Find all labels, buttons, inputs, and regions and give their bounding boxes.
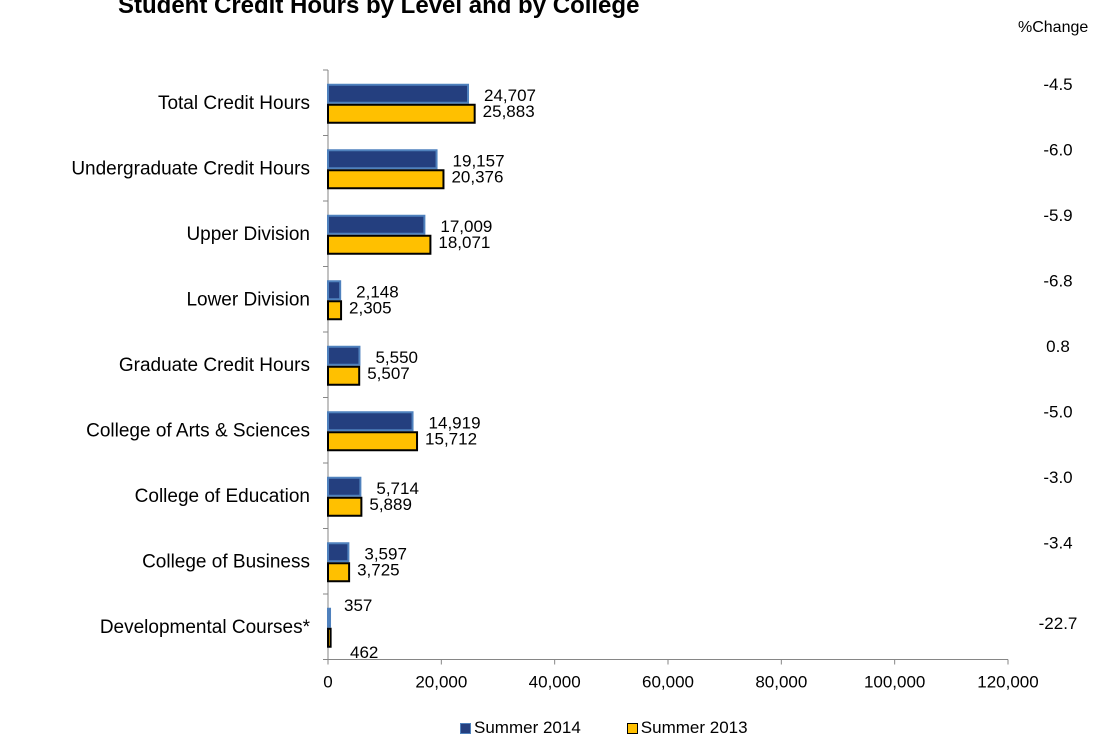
bar-summer-2014 — [327, 83, 470, 104]
data-label-summer-2014: 5,550 — [375, 348, 418, 367]
x-tick-label: 20,000 — [415, 673, 467, 692]
category-label: College of Arts & Sciences — [86, 420, 310, 441]
data-label-summer-2014: 17,009 — [440, 217, 492, 236]
bar-summer-2014 — [327, 214, 426, 235]
x-tick-label: 100,000 — [864, 673, 925, 692]
bar-summer-2013 — [327, 169, 445, 190]
data-label-summer-2013: 5,889 — [369, 495, 412, 514]
x-tick-label: 40,000 — [529, 673, 581, 692]
bar-summer-2014 — [327, 280, 342, 301]
data-label-summer-2014: 14,919 — [429, 413, 481, 432]
bar-summer-2013 — [327, 103, 476, 124]
data-label-summer-2014: 357 — [344, 596, 372, 615]
bar-summer-2013 — [327, 234, 432, 255]
legend-label-summer-2013: Summer 2013 — [640, 718, 748, 737]
legend-swatch-summer-2014 — [460, 722, 471, 734]
pct-change-value: -5.0 — [1043, 402, 1072, 421]
pct-change-value: -5.9 — [1043, 206, 1072, 225]
x-tick-label: 80,000 — [755, 673, 807, 692]
legend-swatch-summer-2013 — [626, 722, 638, 734]
x-tick-label: 60,000 — [642, 673, 694, 692]
data-label-summer-2013: 462 — [350, 643, 378, 662]
category-label: Lower Division — [186, 289, 310, 310]
data-label-summer-2013: 25,883 — [483, 102, 535, 121]
data-label-summer-2013: 18,071 — [438, 233, 490, 252]
legend-item-summer-2014: Summer 2014 — [460, 718, 581, 738]
x-tick-label: 120,000 — [977, 673, 1038, 692]
pct-change-value: -22.7 — [1039, 614, 1078, 633]
legend-item-summer-2013: Summer 2013 — [626, 718, 748, 738]
chart-title: Student Credit Hours by Level and by Col… — [118, 0, 640, 19]
bar-summer-2013 — [327, 300, 343, 321]
bar-summer-2014 — [327, 542, 350, 563]
legend: Summer 2014 Summer 2013 — [460, 718, 794, 738]
bar-summer-2013 — [327, 627, 332, 648]
bar-chart: 0 20,000 40,000 60,000 80,000 100,000 120,000 T… — [71, 69, 1078, 692]
legend-label-summer-2014: Summer 2014 — [474, 718, 581, 737]
bar-summer-2014 — [327, 345, 361, 366]
pct-change-value: -6.0 — [1043, 140, 1072, 159]
data-label-summer-2014: 5,714 — [376, 479, 419, 498]
bar-summer-2014 — [327, 607, 332, 628]
category-label: Developmental Courses* — [100, 617, 311, 638]
pct-change-value: -6.8 — [1043, 271, 1072, 290]
data-label-summer-2013: 5,507 — [367, 364, 410, 383]
bar-summer-2013 — [327, 365, 361, 386]
pct-change-value: 0.8 — [1046, 337, 1070, 356]
x-tick-label: 0 — [323, 673, 332, 692]
category-label: Upper Division — [186, 224, 310, 245]
category-label: College of Education — [135, 486, 310, 507]
category-label: Graduate Credit Hours — [119, 355, 310, 376]
data-label-summer-2014: 2,148 — [356, 282, 399, 301]
bar-summer-2014 — [327, 411, 414, 432]
pct-change-value: -4.5 — [1043, 75, 1072, 94]
category-label: Undergraduate Credit Hours — [71, 158, 310, 179]
pct-change-value: -3.4 — [1043, 533, 1072, 552]
bar-summer-2014 — [327, 149, 438, 170]
data-label-summer-2013: 15,712 — [425, 429, 477, 448]
data-label-summer-2014: 3,597 — [364, 544, 407, 563]
category-label: Total Credit Hours — [158, 93, 310, 114]
bar-summer-2013 — [327, 562, 351, 583]
data-label-summer-2013: 2,305 — [349, 298, 392, 317]
data-label-summer-2013: 20,376 — [451, 167, 503, 186]
data-label-summer-2014: 24,707 — [484, 86, 536, 105]
category-label: College of Business — [142, 551, 310, 572]
bar-summer-2013 — [327, 431, 419, 452]
data-label-summer-2013: 3,725 — [357, 560, 400, 579]
pct-change-value: -3.0 — [1043, 468, 1072, 487]
data-label-summer-2014: 19,157 — [453, 151, 505, 170]
bar-summer-2013 — [327, 496, 363, 517]
pct-change-header: %Change — [1018, 19, 1089, 36]
bar-summer-2014 — [327, 476, 362, 497]
